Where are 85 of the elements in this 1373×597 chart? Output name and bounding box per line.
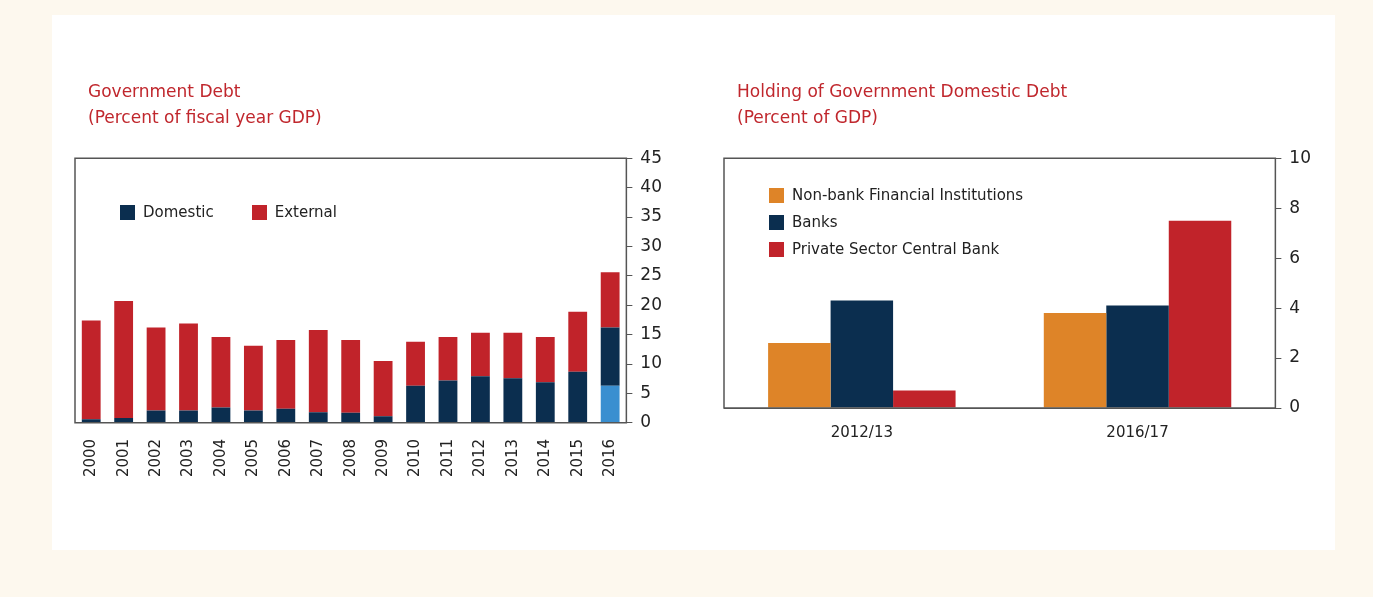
bar [600,272,620,328]
bar [568,371,588,423]
bar [81,419,101,423]
bar [1106,305,1169,408]
bar [1043,313,1107,408]
bar [146,410,166,423]
y-tick-label: 40 [640,176,663,197]
x-tick-label: 2002 [145,438,164,478]
chart-title: Government Debt [87,80,242,103]
bar [568,311,588,372]
bar [1168,220,1232,408]
y-tick-label: 2 [1289,346,1301,367]
legend-label: Private Sector Central Bank [792,240,1000,259]
legend-label: Non-bank Financial Institutions [792,186,1024,205]
x-tick-label: 2009 [373,438,392,478]
bar [471,332,490,377]
bar [308,412,328,423]
x-tick-label: 2012 [470,438,489,478]
bar [179,410,198,423]
bar [503,378,523,423]
y-tick-label: 20 [640,293,663,314]
bar [308,329,328,413]
bar [81,320,101,420]
y-tick-label: 6 [1289,246,1301,267]
x-tick-label: 2012/13 [830,422,894,441]
bar [114,301,134,419]
x-tick-label: 2011 [437,438,456,478]
bar [114,418,134,423]
chart-subtitle: (Percent of GDP) [736,106,879,129]
x-tick-label: 2016/17 [1106,422,1169,441]
x-tick-label: 2010 [405,438,424,478]
bar [341,412,361,423]
bar [276,408,296,423]
y-tick-label: 30 [640,234,663,255]
bar [535,336,555,383]
x-tick-label: 2015 [567,438,586,478]
bar [438,380,458,423]
x-tick-label: 2006 [275,438,294,478]
bar [600,327,620,386]
bar [830,300,894,408]
y-tick-label: 8 [1289,196,1301,217]
bar [211,407,231,423]
bar [406,341,425,386]
x-tick-label: 2004 [210,438,229,478]
x-tick-label: 2013 [502,438,521,478]
x-tick-label: 2001 [113,438,132,478]
y-tick-label: 0 [640,411,652,432]
y-tick-label: 35 [640,205,663,226]
bar [146,327,166,411]
x-tick-label: 2000 [81,438,100,478]
chart-title: Holding of Government Domestic Debt [736,80,1069,103]
x-tick-label: 2003 [178,438,197,478]
bar [276,339,296,409]
y-tick-label: 10 [1289,146,1312,167]
bar [893,390,956,408]
bar [438,336,458,381]
x-tick-label: 2008 [340,438,359,478]
bar [243,410,263,423]
legend-label: External [274,203,337,222]
y-tick-label: 10 [640,352,663,373]
bar [471,376,490,423]
y-tick-label: 25 [640,264,663,285]
bar [211,336,231,408]
bar [243,345,263,411]
legend-label: Domestic [143,203,214,222]
bar [373,361,393,417]
bar [373,416,393,423]
bar [600,385,620,423]
bar [341,339,361,413]
y-tick-label: 45 [640,146,663,167]
x-tick-label: 2014 [535,438,554,478]
bar [503,332,523,379]
x-tick-label: 2005 [243,438,262,478]
legend-label: Banks [792,213,838,232]
bar [179,323,198,411]
bar [768,343,831,408]
bar [535,382,555,423]
x-tick-label: 2016 [600,438,619,478]
y-tick-label: 15 [640,323,663,344]
y-tick-label: 0 [1289,396,1301,417]
y-tick-label: 5 [640,381,652,402]
chart-subtitle: (Percent of fiscal year GDP) [87,106,323,129]
bar [406,385,425,423]
x-tick-label: 2007 [308,438,327,478]
y-tick-label: 4 [1289,296,1301,317]
